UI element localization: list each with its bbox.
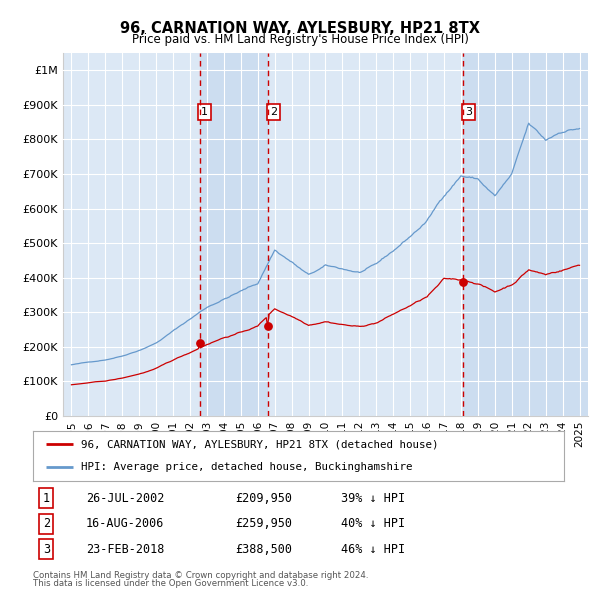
Text: 1: 1: [201, 107, 208, 117]
Text: 16-AUG-2006: 16-AUG-2006: [86, 517, 164, 530]
Text: 2: 2: [43, 517, 50, 530]
Text: 96, CARNATION WAY, AYLESBURY, HP21 8TX (detached house): 96, CARNATION WAY, AYLESBURY, HP21 8TX (…: [81, 439, 438, 449]
Text: 46% ↓ HPI: 46% ↓ HPI: [341, 543, 405, 556]
Bar: [200, 53, 268, 416]
Text: HPI: Average price, detached house, Buckinghamshire: HPI: Average price, detached house, Buck…: [81, 463, 412, 473]
Text: Contains HM Land Registry data © Crown copyright and database right 2024.: Contains HM Land Registry data © Crown c…: [33, 571, 368, 579]
Text: £388,500: £388,500: [235, 543, 292, 556]
Text: 23-FEB-2018: 23-FEB-2018: [86, 543, 164, 556]
Text: 2: 2: [270, 107, 277, 117]
Text: 1: 1: [43, 491, 50, 504]
Point: [195, 339, 205, 348]
Point: [263, 322, 273, 331]
Bar: [463, 53, 588, 416]
Text: 40% ↓ HPI: 40% ↓ HPI: [341, 517, 405, 530]
Text: £259,950: £259,950: [235, 517, 292, 530]
Point: [458, 277, 468, 286]
Text: 39% ↓ HPI: 39% ↓ HPI: [341, 491, 405, 504]
Text: 26-JUL-2002: 26-JUL-2002: [86, 491, 164, 504]
Text: £209,950: £209,950: [235, 491, 292, 504]
Text: Price paid vs. HM Land Registry's House Price Index (HPI): Price paid vs. HM Land Registry's House …: [131, 33, 469, 46]
Text: This data is licensed under the Open Government Licence v3.0.: This data is licensed under the Open Gov…: [33, 579, 308, 588]
Text: 3: 3: [43, 543, 50, 556]
Text: 96, CARNATION WAY, AYLESBURY, HP21 8TX: 96, CARNATION WAY, AYLESBURY, HP21 8TX: [120, 21, 480, 35]
Text: 3: 3: [465, 107, 472, 117]
